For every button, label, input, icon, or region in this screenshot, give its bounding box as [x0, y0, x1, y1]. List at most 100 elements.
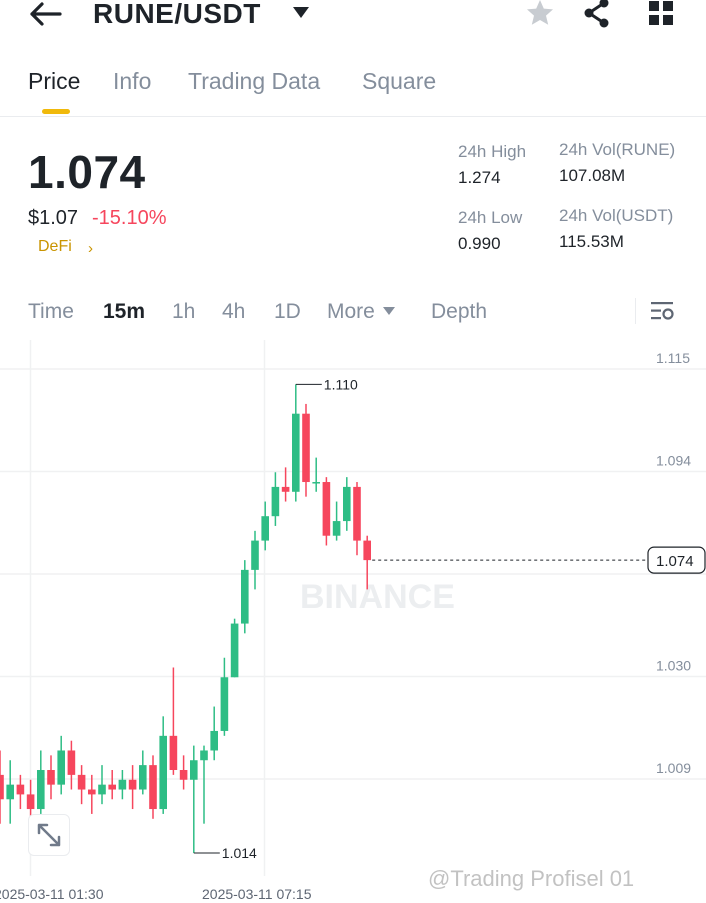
candle	[77, 765, 86, 805]
tab-trading-data[interactable]: Trading Data	[188, 68, 321, 94]
divider	[635, 298, 636, 324]
candle	[88, 774, 96, 814]
candle-body	[6, 784, 14, 800]
timeframe-depth[interactable]: Depth	[431, 300, 488, 323]
candle-body	[271, 486, 280, 517]
pair-title[interactable]: RUNE/USDT	[93, 0, 261, 29]
timeframe-4h[interactable]: 4h	[222, 300, 246, 323]
candle	[6, 760, 14, 824]
y-axis-tick-label: 1.094	[656, 453, 691, 469]
candle-body	[353, 486, 361, 541]
candle	[108, 770, 116, 800]
candle-body	[261, 516, 269, 541]
candle	[200, 745, 208, 824]
high-marker-label: 1.110	[324, 376, 358, 392]
candle	[363, 535, 371, 590]
candle-body	[302, 413, 310, 483]
candle	[128, 765, 137, 810]
candle	[57, 735, 65, 795]
candle	[353, 482, 361, 556]
candle	[169, 667, 178, 775]
caret-down-icon[interactable]	[292, 6, 310, 20]
expand-chart-button[interactable]	[28, 814, 70, 856]
grid-icon[interactable]	[648, 0, 674, 26]
candle	[251, 530, 259, 590]
chart-watermark: BINANCE	[300, 578, 455, 616]
watermark-text: @Trading Profisel 01	[428, 866, 635, 891]
candle-body	[343, 486, 351, 522]
share-icon[interactable]	[582, 0, 612, 28]
candle	[67, 740, 76, 790]
candle-body	[363, 540, 371, 561]
candle	[281, 467, 290, 502]
stat-vol-base-label: 24h Vol(RUNE)	[559, 140, 676, 159]
candle-body	[179, 770, 188, 780]
candle-body	[77, 774, 86, 790]
x-axis-tick-label: 2025-03-11 01:30	[0, 886, 104, 902]
candle	[179, 755, 188, 790]
candle	[332, 501, 341, 541]
low-marker-label: 1.014	[222, 845, 257, 861]
chart-grid	[0, 340, 706, 876]
chart-settings-icon[interactable]	[650, 300, 676, 322]
candle	[139, 750, 147, 795]
tab-price[interactable]: Price	[28, 68, 81, 94]
back-arrow-icon[interactable]	[28, 0, 64, 28]
star-icon[interactable]	[525, 0, 555, 28]
divider	[0, 116, 706, 117]
timeframe-time[interactable]: Time	[28, 300, 74, 323]
candle-body	[169, 735, 178, 770]
candle-body	[312, 482, 320, 484]
candle-body	[108, 784, 116, 790]
candle-body	[159, 735, 167, 810]
candle	[37, 750, 45, 814]
candle-body	[47, 770, 55, 785]
candlestick-chart[interactable]: BINANCE 1.1151.0941.0511.0301.0091.0741.…	[0, 338, 706, 903]
y-axis-tick-label: 1.115	[656, 350, 690, 366]
candle-body	[128, 779, 137, 790]
tab-square[interactable]: Square	[362, 68, 437, 94]
caret-down-icon[interactable]	[383, 306, 395, 316]
candle	[230, 618, 239, 678]
candle-body	[139, 765, 147, 790]
candles	[0, 384, 371, 853]
last-price: 1.074	[28, 146, 146, 198]
stat-vol-quote-value: 115.53M	[559, 232, 624, 251]
candle-body	[292, 413, 300, 492]
price-change-percent: -15.10%	[92, 207, 167, 229]
candle	[343, 477, 351, 531]
candle-body	[230, 623, 239, 678]
candle-body	[37, 770, 45, 810]
candle-body	[322, 482, 331, 536]
candle	[271, 472, 280, 526]
candle-body	[251, 540, 259, 570]
candle-body	[118, 779, 127, 790]
tab-info[interactable]: Info	[113, 68, 152, 94]
candle	[0, 750, 4, 824]
candle-body	[332, 521, 341, 536]
candle	[292, 384, 300, 502]
candle	[322, 477, 331, 546]
candle-body	[88, 789, 96, 795]
candle	[118, 770, 127, 800]
y-axis-tick-label: 1.030	[656, 658, 691, 674]
candle	[261, 501, 269, 551]
timeframe-more[interactable]: More	[327, 300, 375, 323]
timeframe-1h[interactable]: 1h	[172, 300, 196, 323]
candle-body	[16, 784, 25, 795]
candle-body	[281, 486, 290, 492]
candle-body	[26, 794, 35, 810]
stat-high-value: 1.274	[458, 168, 501, 187]
stat-vol-base-value: 107.08M	[559, 166, 626, 185]
timeframe-15m[interactable]: 15m	[103, 300, 146, 323]
timeframe-1d[interactable]: 1D	[274, 300, 301, 323]
candle	[190, 745, 198, 853]
category-tag[interactable]: DeFi	[38, 238, 72, 255]
chevron-right-icon[interactable]: ›	[88, 240, 93, 257]
candle-body	[98, 784, 106, 795]
stat-vol-quote-label: 24h Vol(USDT)	[559, 206, 674, 225]
current-price-box	[647, 546, 706, 574]
usd-price: $1.07	[28, 207, 79, 229]
current-price-label: 1.074	[656, 553, 694, 570]
candle	[241, 560, 249, 634]
